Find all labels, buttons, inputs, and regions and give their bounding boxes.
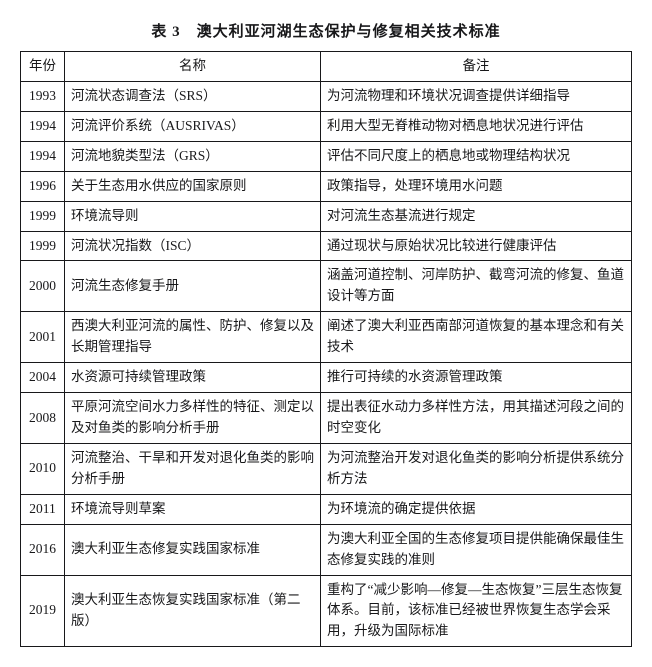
cell-note: 重构了“减少影响—修复—生态恢复”三层生态恢复体系。目前，该标准已经被世界恢复生… (321, 575, 632, 647)
cell-note: 为澳大利亚全国的生态修复项目提供能确保最佳生态修复实践的准则 (321, 524, 632, 575)
cell-name: 河流地貌类型法（GRS） (65, 141, 321, 171)
standards-table: 年份 名称 备注 1993河流状态调查法（SRS）为河流物理和环境状况调查提供详… (20, 51, 632, 647)
cell-year: 1994 (21, 141, 65, 171)
table-row: 2008平原河流空间水力多样性的特征、测定以及对鱼类的影响分析手册提出表征水动力… (21, 393, 632, 444)
cell-name: 环境流导则草案 (65, 494, 321, 524)
cell-name: 河流状态调查法（SRS） (65, 81, 321, 111)
cell-name: 河流整治、干旱和开发对退化鱼类的影响分析手册 (65, 443, 321, 494)
table-row: 2011环境流导则草案为环境流的确定提供依据 (21, 494, 632, 524)
table-row: 1999河流状况指数（ISC）通过现状与原始状况比较进行健康评估 (21, 231, 632, 261)
cell-year: 2001 (21, 312, 65, 363)
cell-name: 环境流导则 (65, 201, 321, 231)
cell-note: 利用大型无脊椎动物对栖息地状况进行评估 (321, 111, 632, 141)
col-header-year: 年份 (21, 52, 65, 82)
cell-note: 评估不同尺度上的栖息地或物理结构状况 (321, 141, 632, 171)
table-header-row: 年份 名称 备注 (21, 52, 632, 82)
table-row: 1993河流状态调查法（SRS）为河流物理和环境状况调查提供详细指导 (21, 81, 632, 111)
cell-note: 对河流生态基流进行规定 (321, 201, 632, 231)
cell-year: 1999 (21, 231, 65, 261)
table-row: 2000河流生态修复手册涵盖河道控制、河岸防护、截弯河流的修复、鱼道设计等方面 (21, 261, 632, 312)
cell-year: 2004 (21, 363, 65, 393)
cell-year: 2000 (21, 261, 65, 312)
table-row: 1994河流地貌类型法（GRS）评估不同尺度上的栖息地或物理结构状况 (21, 141, 632, 171)
cell-year: 2019 (21, 575, 65, 647)
cell-year: 2008 (21, 393, 65, 444)
table-row: 2004水资源可持续管理政策推行可持续的水资源管理政策 (21, 363, 632, 393)
cell-note: 为环境流的确定提供依据 (321, 494, 632, 524)
cell-name: 平原河流空间水力多样性的特征、测定以及对鱼类的影响分析手册 (65, 393, 321, 444)
cell-name: 西澳大利亚河流的属性、防护、修复以及长期管理指导 (65, 312, 321, 363)
cell-name: 河流状况指数（ISC） (65, 231, 321, 261)
table-row: 1994河流评价系统（AUSRIVAS）利用大型无脊椎动物对栖息地状况进行评估 (21, 111, 632, 141)
cell-note: 推行可持续的水资源管理政策 (321, 363, 632, 393)
table-row: 1999环境流导则对河流生态基流进行规定 (21, 201, 632, 231)
table-row: 2019澳大利亚生态恢复实践国家标准（第二版）重构了“减少影响—修复—生态恢复”… (21, 575, 632, 647)
cell-name: 关于生态用水供应的国家原则 (65, 171, 321, 201)
col-header-note: 备注 (321, 52, 632, 82)
cell-note: 涵盖河道控制、河岸防护、截弯河流的修复、鱼道设计等方面 (321, 261, 632, 312)
cell-note: 阐述了澳大利亚西南部河道恢复的基本理念和有关技术 (321, 312, 632, 363)
cell-name: 澳大利亚生态恢复实践国家标准（第二版） (65, 575, 321, 647)
table-body: 1993河流状态调查法（SRS）为河流物理和环境状况调查提供详细指导1994河流… (21, 81, 632, 646)
cell-year: 1993 (21, 81, 65, 111)
col-header-name: 名称 (65, 52, 321, 82)
table-row: 2001西澳大利亚河流的属性、防护、修复以及长期管理指导阐述了澳大利亚西南部河道… (21, 312, 632, 363)
cell-note: 提出表征水动力多样性方法，用其描述河段之间的时空变化 (321, 393, 632, 444)
cell-name: 河流评价系统（AUSRIVAS） (65, 111, 321, 141)
cell-year: 2011 (21, 494, 65, 524)
cell-year: 1994 (21, 111, 65, 141)
cell-name: 水资源可持续管理政策 (65, 363, 321, 393)
table-row: 1996关于生态用水供应的国家原则政策指导，处理环境用水问题 (21, 171, 632, 201)
cell-year: 1999 (21, 201, 65, 231)
cell-name: 澳大利亚生态修复实践国家标准 (65, 524, 321, 575)
table-caption: 表 3 澳大利亚河湖生态保护与修复相关技术标准 (20, 20, 632, 41)
table-row: 2010河流整治、干旱和开发对退化鱼类的影响分析手册为河流整治开发对退化鱼类的影… (21, 443, 632, 494)
cell-note: 政策指导，处理环境用水问题 (321, 171, 632, 201)
cell-name: 河流生态修复手册 (65, 261, 321, 312)
cell-year: 2016 (21, 524, 65, 575)
cell-year: 1996 (21, 171, 65, 201)
table-row: 2016澳大利亚生态修复实践国家标准为澳大利亚全国的生态修复项目提供能确保最佳生… (21, 524, 632, 575)
cell-note: 为河流整治开发对退化鱼类的影响分析提供系统分析方法 (321, 443, 632, 494)
cell-note: 通过现状与原始状况比较进行健康评估 (321, 231, 632, 261)
cell-year: 2010 (21, 443, 65, 494)
cell-note: 为河流物理和环境状况调查提供详细指导 (321, 81, 632, 111)
